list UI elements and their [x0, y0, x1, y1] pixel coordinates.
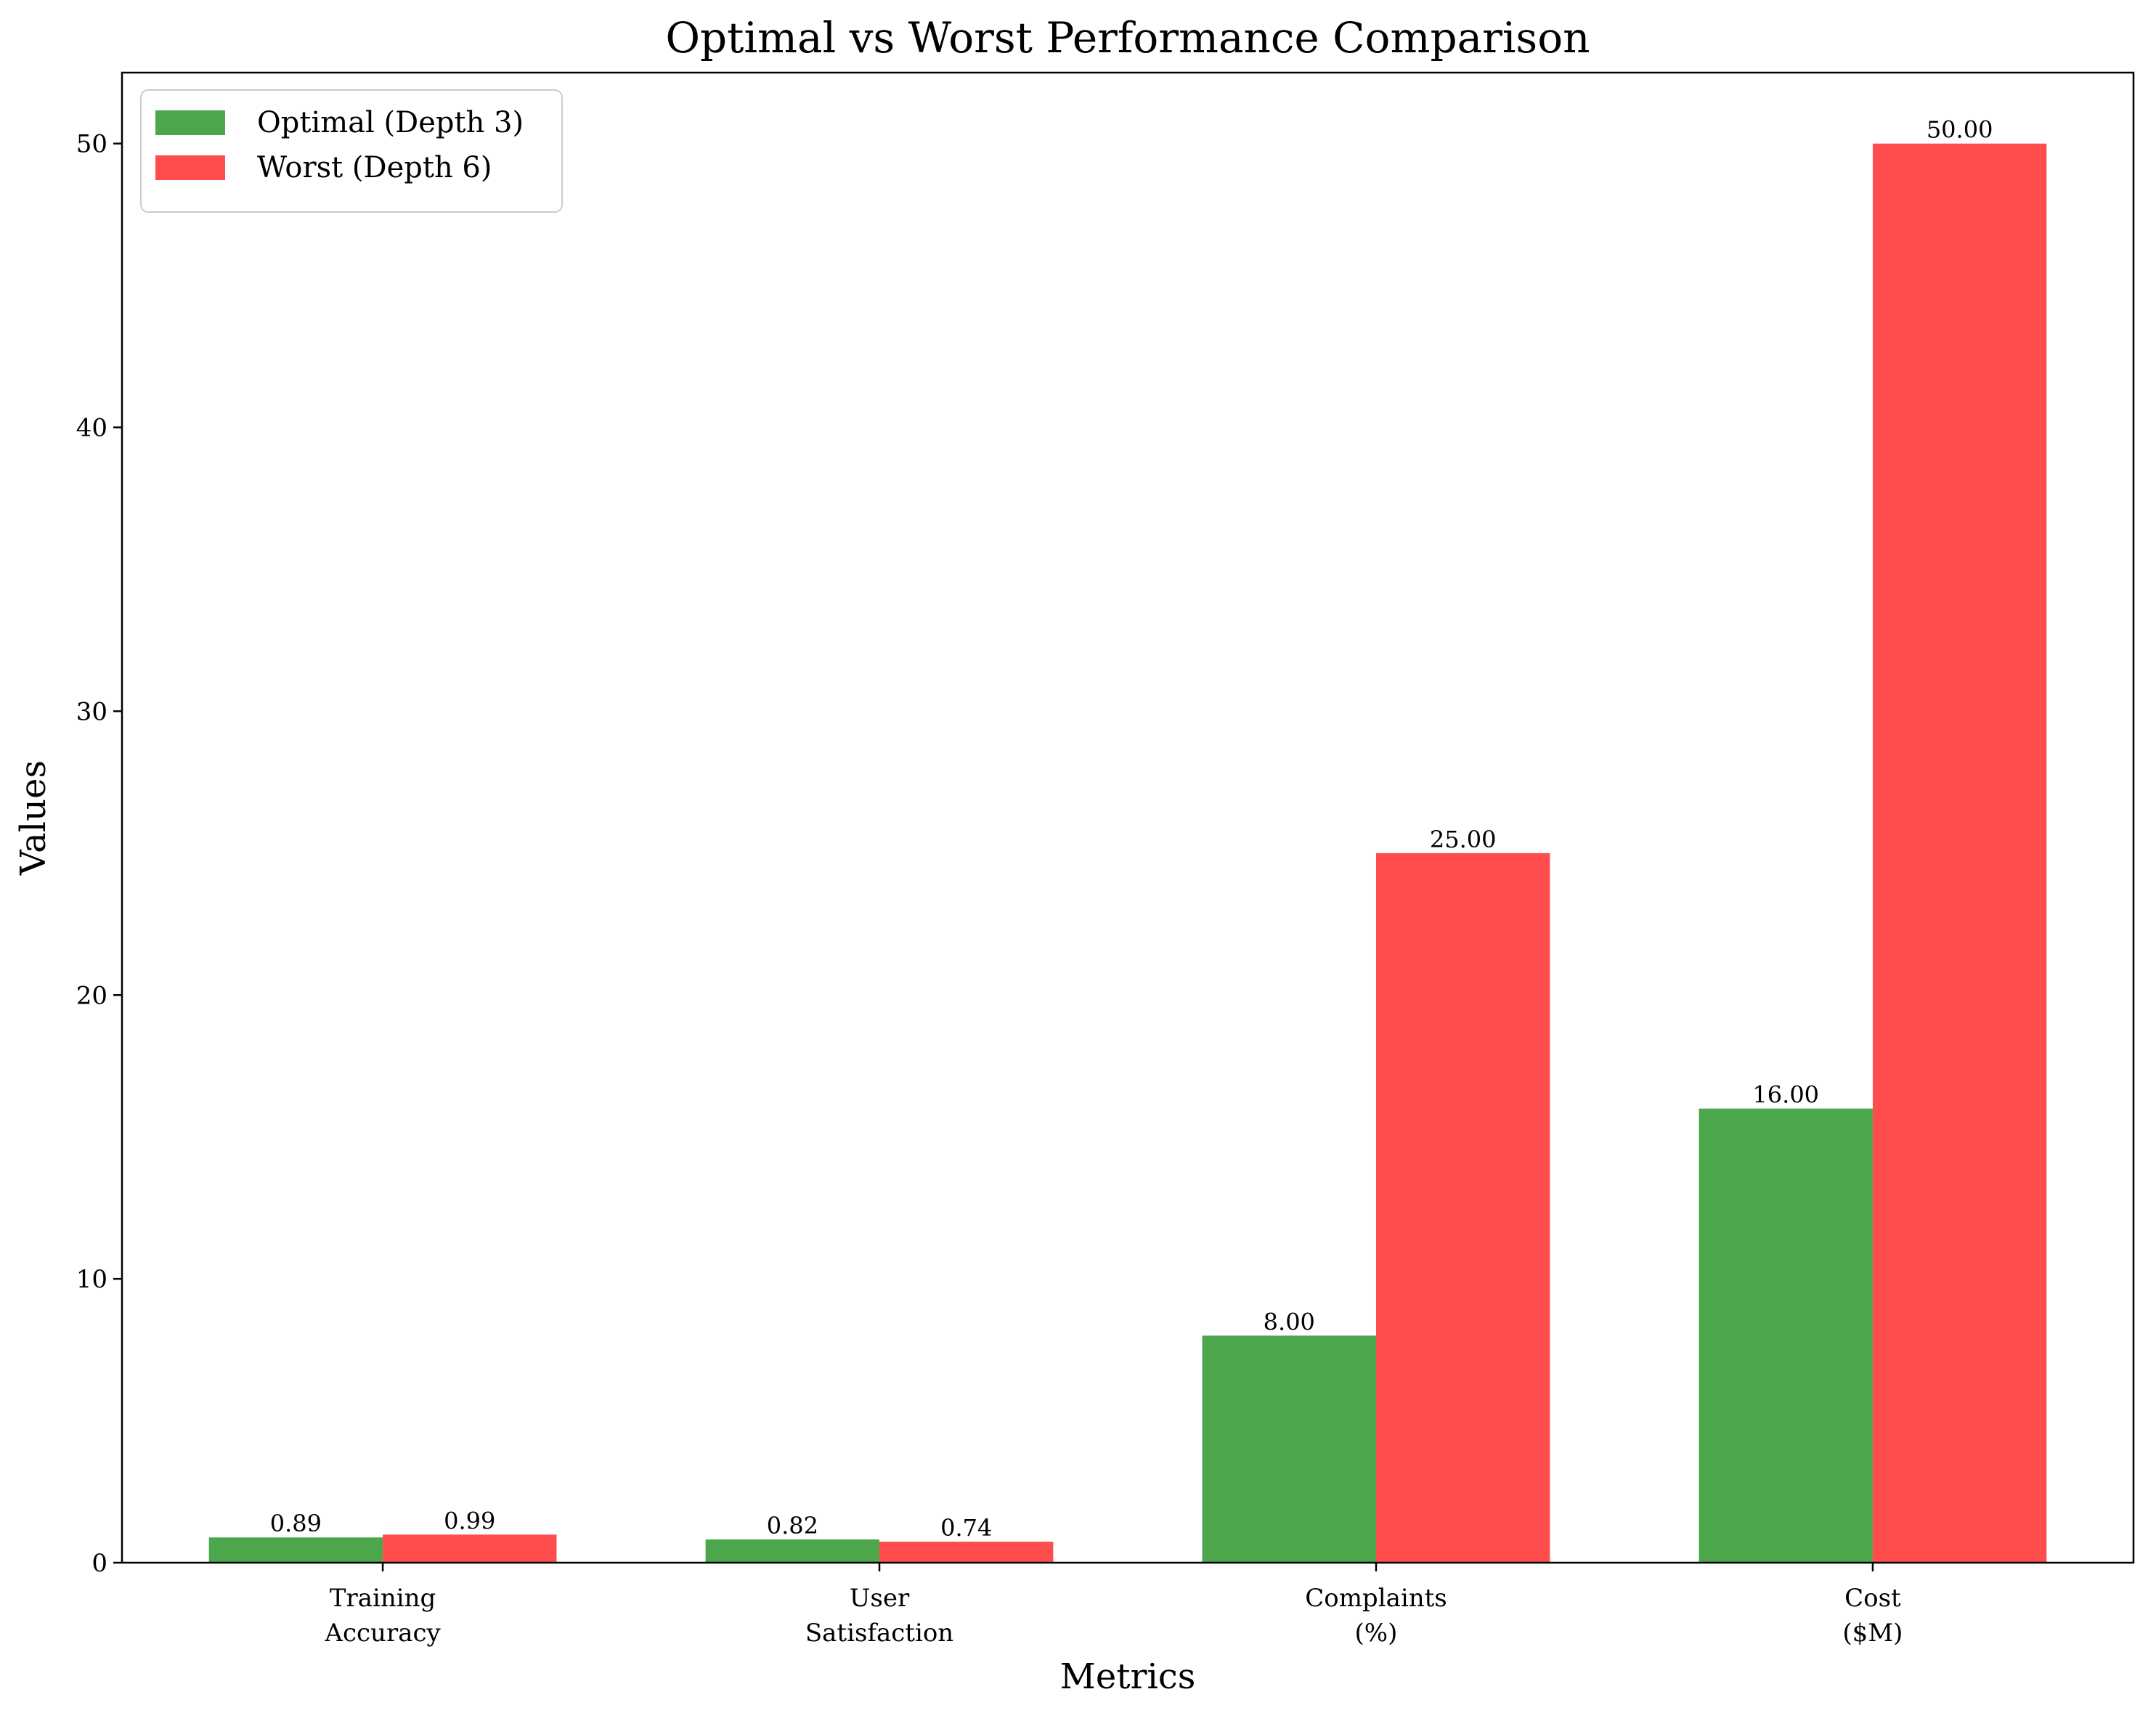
legend-swatch: [155, 155, 225, 180]
bar-optimal-1: [705, 1539, 880, 1563]
bar-worst-1: [879, 1542, 1054, 1563]
ticks-layer: 0 10 20 30 40 50 Training Accuracy User Satisfact…: [76, 130, 1903, 1648]
bar-value-label: 25.00: [1430, 826, 1497, 853]
x-tick-label: (%): [1355, 1619, 1398, 1648]
x-tick-label: ($M): [1842, 1619, 1903, 1648]
legend-label: Optimal (Depth 3): [257, 106, 524, 139]
x-tick-label: Complaints: [1305, 1584, 1447, 1613]
x-tick-label: Training: [330, 1584, 436, 1613]
bar-optimal-2: [1202, 1335, 1376, 1563]
y-tick-label: 30: [76, 697, 107, 726]
legend: Optimal (Depth 3) Worst (Depth 6): [140, 89, 563, 213]
legend-label: Worst (Depth 6): [257, 151, 492, 184]
bar-value-label: 8.00: [1264, 1308, 1315, 1335]
bar-worst-3: [1872, 143, 2047, 1563]
legend-box: [140, 89, 563, 213]
x-tick-label: Accuracy: [324, 1619, 441, 1648]
bar-value-label: 16.00: [1752, 1081, 1819, 1109]
bar-value-label: 0.99: [444, 1507, 495, 1534]
y-tick-label: 20: [76, 981, 107, 1010]
bar-value-label: 0.74: [940, 1514, 992, 1542]
y-tick-label: 50: [76, 130, 107, 159]
y-tick-label: 10: [76, 1265, 107, 1294]
bar-value-label: 0.82: [767, 1512, 818, 1539]
y-tick-label: 0: [91, 1549, 107, 1578]
bar-value-label: 0.89: [270, 1510, 322, 1537]
bar-worst-0: [383, 1534, 557, 1563]
x-tick-label: Satisfaction: [805, 1619, 953, 1648]
legend-swatch: [155, 110, 225, 135]
bar-value-label: 50.00: [1927, 116, 1993, 144]
bars-layer: 0.89 0.82 8.00 16.00 0.99 0.74 25.00 50.00: [208, 116, 2047, 1563]
bar-optimal-0: [208, 1537, 383, 1563]
y-tick-label: 40: [76, 414, 107, 443]
chart-title: Optimal vs Worst Performance Comparison: [666, 13, 1590, 62]
x-tick-label: User: [850, 1584, 910, 1613]
plot-frame: [121, 71, 2135, 1564]
x-axis-label: Metrics: [1060, 1656, 1196, 1697]
bar-optimal-3: [1699, 1108, 1873, 1563]
y-axis-label: Values: [13, 760, 54, 876]
bar-worst-2: [1375, 853, 1550, 1563]
x-tick-label: Cost: [1844, 1584, 1901, 1613]
